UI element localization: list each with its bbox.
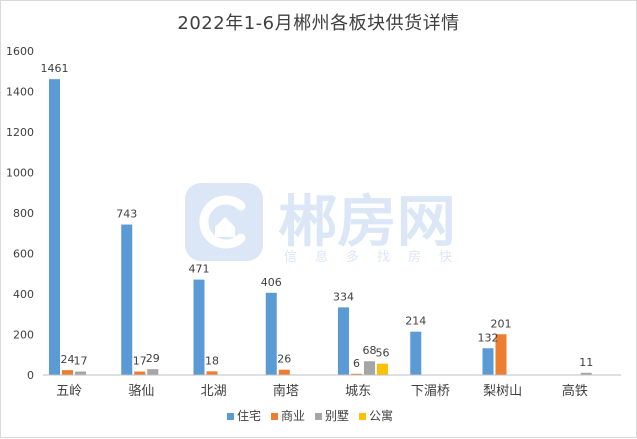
y-tick-label: 1600 xyxy=(6,45,34,58)
x-category-label: 下湄桥 xyxy=(411,384,450,399)
data-label: 201 xyxy=(491,317,512,330)
x-category-label: 五岭 xyxy=(56,384,82,399)
x-category-label: 南塔 xyxy=(273,383,299,399)
watermark-name: 郴房网 xyxy=(278,190,456,255)
watermark-slogan-char: 快 xyxy=(439,250,452,265)
bar-公寓 xyxy=(377,363,388,375)
x-category-label: 北湖 xyxy=(201,384,227,399)
y-tick-label: 200 xyxy=(13,329,34,342)
y-axis: 0 200 400 600 800 1000 1200 1400 1600 xyxy=(6,45,34,382)
chart-title: 2022年1-6月郴州各板块供货详情 xyxy=(177,13,460,34)
data-label: 334 xyxy=(333,290,354,303)
bar-别墅 xyxy=(147,369,159,375)
x-axis: 五岭 骆仙 北湖 南塔 城东 下湄桥 梨树山 高铁 xyxy=(56,383,588,399)
y-tick-label: 1000 xyxy=(6,167,34,180)
y-tick-label: 400 xyxy=(13,288,34,301)
y-tick-label: 0 xyxy=(27,369,34,382)
data-label: 26 xyxy=(277,353,291,366)
data-label: 406 xyxy=(261,276,282,289)
x-category-label: 城东 xyxy=(345,384,371,399)
bar-别墅 xyxy=(364,361,375,375)
y-tick-label: 1400 xyxy=(6,86,34,99)
data-label: 18 xyxy=(205,354,219,367)
legend-label: 住宅 xyxy=(237,408,261,423)
legend-label: 商业 xyxy=(281,408,305,423)
data-label: 132 xyxy=(478,331,499,344)
watermark-slogan: 信息多找房快 xyxy=(284,249,452,265)
data-label: 68 xyxy=(363,344,377,357)
bar-住宅 xyxy=(338,307,349,375)
data-label: 11 xyxy=(579,356,593,369)
data-label: 24 xyxy=(61,353,75,366)
watermark: 郴房网 信 息 多 找 房 快 xyxy=(185,183,456,265)
bar-商业 xyxy=(206,371,218,375)
bar-商业 xyxy=(134,371,146,375)
y-tick-label: 800 xyxy=(13,207,34,220)
watermark-slogan-char: 房 xyxy=(408,249,421,265)
data-label: 214 xyxy=(405,315,426,328)
bar-住宅 xyxy=(265,292,277,375)
bar-住宅 xyxy=(193,279,205,375)
legend-label: 别墅 xyxy=(325,409,349,423)
legend-swatch xyxy=(315,413,323,420)
bar-商业 xyxy=(351,373,362,375)
bar-商业 xyxy=(62,370,73,375)
data-label: 17 xyxy=(133,355,147,368)
bar-住宅 xyxy=(482,348,494,375)
data-label: 743 xyxy=(116,208,137,221)
watermark-logo-mark xyxy=(199,195,246,249)
bar-商业 xyxy=(495,334,507,375)
legend: 住宅 商业 别墅 公寓 xyxy=(227,408,393,423)
y-tick-label: 600 xyxy=(13,248,34,261)
data-label: 1461 xyxy=(41,62,69,75)
watermark-slogan-char: 多 xyxy=(346,249,359,265)
watermark-slogan-char: 信 xyxy=(284,250,297,265)
x-category-label: 骆仙 xyxy=(128,383,154,399)
data-label: 6 xyxy=(353,357,360,370)
watermark-slogan-char: 找 xyxy=(377,250,390,265)
x-category-label: 高铁 xyxy=(562,383,588,399)
watermark-slogan-char: 息 xyxy=(315,249,328,265)
bar-别墅 xyxy=(580,372,592,375)
data-label: 17 xyxy=(74,355,88,368)
x-category-label: 梨树山 xyxy=(483,384,522,399)
legend-swatch xyxy=(271,413,279,420)
legend-label: 公寓 xyxy=(369,408,393,423)
legend-swatch xyxy=(227,413,234,420)
bar-住宅 xyxy=(121,224,133,375)
bar-商业 xyxy=(278,369,290,375)
data-label: 29 xyxy=(146,352,160,365)
bar-住宅 xyxy=(410,331,422,375)
legend-swatch xyxy=(359,413,367,420)
data-label: 56 xyxy=(376,347,390,360)
y-tick-label: 1200 xyxy=(6,126,34,139)
data-label: 471 xyxy=(189,263,210,276)
bars xyxy=(49,79,592,376)
bar-住宅 xyxy=(49,79,60,376)
bar-别墅 xyxy=(75,371,86,375)
watermark-house-icon xyxy=(215,217,235,237)
